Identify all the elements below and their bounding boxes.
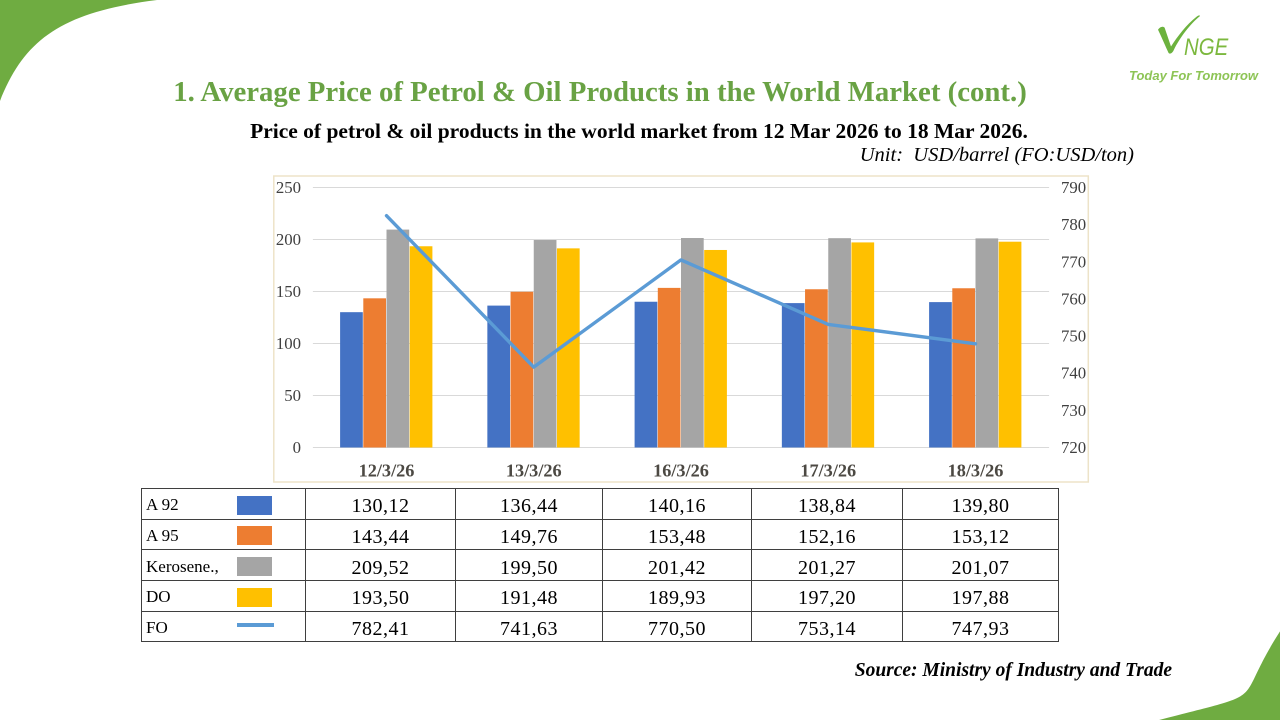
svg-text:12/3/26: 12/3/26 — [359, 461, 415, 481]
svg-text:250: 250 — [276, 178, 301, 197]
svg-text:790: 790 — [1061, 178, 1086, 197]
svg-text:740: 740 — [1061, 364, 1086, 383]
svg-text:16/3/26: 16/3/26 — [653, 461, 709, 481]
svg-text:200: 200 — [276, 230, 301, 249]
svg-text:770: 770 — [1061, 252, 1086, 271]
svg-text:730: 730 — [1061, 401, 1086, 420]
svg-text:17/3/26: 17/3/26 — [800, 461, 856, 481]
svg-text:50: 50 — [284, 386, 301, 405]
svg-text:760: 760 — [1061, 289, 1086, 308]
svg-text:780: 780 — [1061, 215, 1086, 234]
svg-text:18/3/26: 18/3/26 — [948, 461, 1004, 481]
svg-text:100: 100 — [276, 334, 301, 353]
svg-text:750: 750 — [1061, 327, 1086, 346]
svg-text:150: 150 — [276, 282, 301, 301]
svg-text:0: 0 — [293, 438, 301, 457]
svg-text:13/3/26: 13/3/26 — [506, 461, 562, 481]
svg-text:720: 720 — [1061, 438, 1086, 457]
